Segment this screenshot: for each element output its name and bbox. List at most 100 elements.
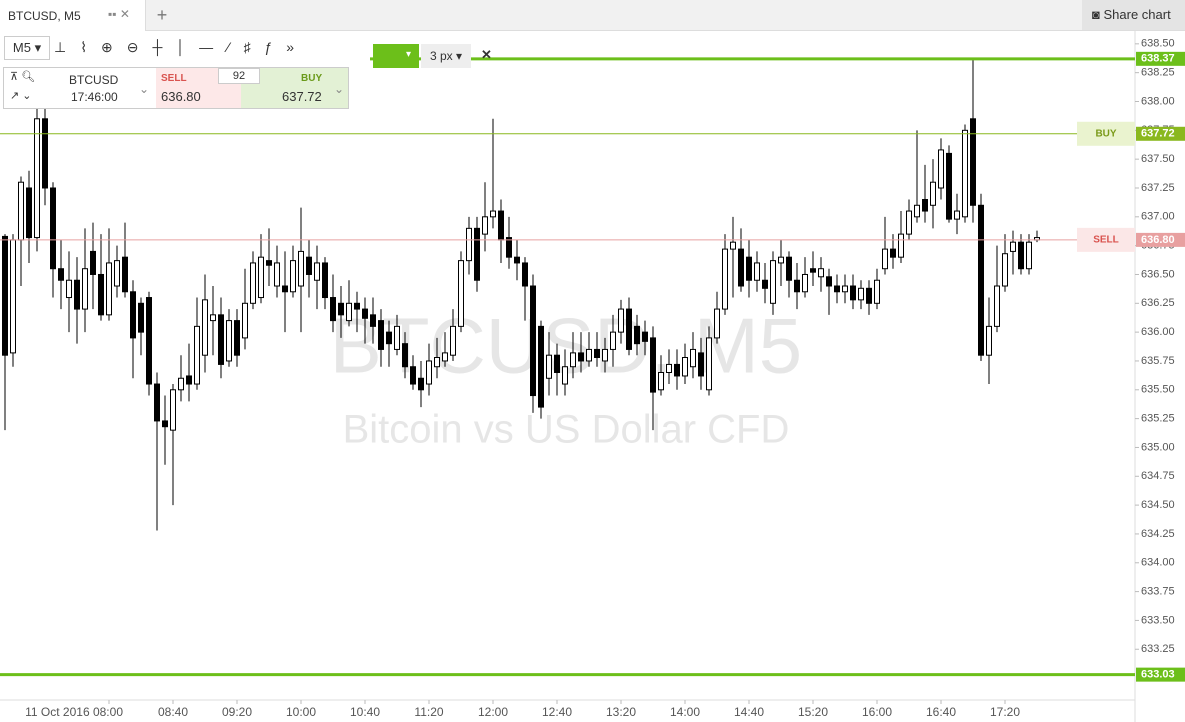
- candle-body: [82, 268, 88, 310]
- candle-body: [114, 260, 120, 287]
- candle-body: [202, 299, 208, 356]
- candle-body: [426, 360, 432, 385]
- candle-body: [402, 343, 408, 368]
- x-tick-label: 08:40: [158, 705, 188, 719]
- candle-body: [930, 181, 936, 206]
- camera-icon: ◙: [1092, 7, 1100, 22]
- candle-body: [18, 181, 24, 241]
- x-tick-label: 11 Oct 2016 08:00: [25, 705, 123, 719]
- candle-body: [58, 268, 64, 281]
- tool-icons[interactable]: ⊥⌇⊕⊖┼│—⁄♯ƒ»: [54, 39, 309, 55]
- candle-body: [410, 366, 416, 385]
- y-tick-label: 634.25: [1141, 528, 1175, 540]
- candle-body: [154, 383, 160, 422]
- candle-body: [274, 262, 280, 287]
- y-tick-label: 633.25: [1141, 643, 1175, 655]
- tab-icons[interactable]: ▪▪ ✕: [108, 7, 130, 21]
- tab[interactable]: BTCUSD, M5 ▪▪ ✕: [0, 0, 146, 31]
- candle-body: [74, 279, 80, 310]
- candle-body: [746, 256, 752, 281]
- y-tick-label: 636.00: [1141, 326, 1175, 338]
- y-tick-label: 633.50: [1141, 614, 1175, 626]
- candle-body: [442, 352, 448, 362]
- level-label-bg: [1136, 51, 1185, 66]
- candle-body: [354, 302, 360, 310]
- level-tag: BUY: [1095, 128, 1116, 139]
- candle-body: [522, 262, 528, 287]
- ticket-icons[interactable]: ⊼ 🔍︎: [10, 71, 36, 83]
- candle-body: [258, 256, 264, 299]
- y-tick-label: 635.50: [1141, 384, 1175, 396]
- width-button[interactable]: 3 px ▾: [421, 44, 471, 68]
- candle-body: [10, 239, 16, 354]
- candle-body: [762, 279, 768, 289]
- y-tick-label: 638.00: [1141, 95, 1175, 107]
- candle-body: [970, 118, 976, 206]
- candle-body: [234, 320, 240, 356]
- candle-body: [418, 377, 424, 391]
- candle-body: [362, 308, 368, 319]
- tab-bar: [0, 0, 1185, 31]
- y-tick-label: 635.00: [1141, 441, 1175, 453]
- candle-body: [98, 273, 104, 316]
- x-tick-label: 10:00: [286, 705, 316, 719]
- ticket-arrow[interactable]: ⌄: [139, 82, 150, 96]
- candle-body: [850, 285, 856, 301]
- candle-body: [954, 210, 960, 220]
- timeframe-button[interactable]: M5 ▾: [4, 36, 50, 60]
- candle-body: [250, 262, 256, 304]
- candle-body: [338, 302, 344, 316]
- candle-body: [642, 331, 648, 342]
- candle-body: [1002, 253, 1008, 287]
- candle-body: [306, 256, 312, 275]
- candle-body: [794, 279, 800, 293]
- candle-body: [818, 268, 824, 278]
- x-tick-label: 11:20: [414, 705, 443, 719]
- candle-body: [330, 297, 336, 322]
- candle-body: [530, 285, 536, 397]
- level-tag-bg: [1077, 227, 1135, 252]
- y-tick-label: 636.50: [1141, 268, 1175, 280]
- candle-body: [602, 348, 608, 362]
- candle-body: [194, 325, 200, 385]
- buy-price: 637.72: [282, 89, 322, 104]
- candle-body: [314, 262, 320, 281]
- candle-body: [722, 248, 728, 310]
- candle-body: [754, 262, 760, 281]
- color-button[interactable]: ▾: [373, 44, 419, 68]
- candle-body: [146, 297, 152, 385]
- ticket-icons-2[interactable]: ↗ ⌄: [10, 90, 32, 102]
- candle-body: [658, 371, 664, 391]
- ticket-time: 17:46:00: [71, 90, 118, 104]
- line-width: 3 px: [429, 49, 453, 63]
- candle-body: [626, 308, 632, 350]
- share-button[interactable]: ◙ Share chart: [1082, 0, 1185, 30]
- new-tab[interactable]: +: [156, 5, 168, 25]
- candle-body: [562, 366, 568, 385]
- x-tick-label: 13:20: [606, 705, 636, 719]
- candle-body: [546, 354, 552, 379]
- buy-arrow[interactable]: ⌄: [334, 82, 345, 96]
- y-tick-label: 633.75: [1141, 586, 1175, 598]
- candle-body: [1026, 241, 1032, 270]
- candle-body: [898, 233, 904, 258]
- candle-body: [538, 325, 544, 408]
- candle-body: [490, 210, 496, 218]
- ticket-symbol: BTCUSD: [69, 73, 119, 87]
- x-tick-label: 09:20: [222, 705, 252, 719]
- candle-body: [874, 279, 880, 304]
- candle-body: [378, 320, 384, 350]
- y-tick-label: 638.25: [1141, 67, 1175, 79]
- spread: 92: [218, 68, 260, 84]
- candle-body: [298, 250, 304, 287]
- candle-body: [290, 260, 296, 293]
- trade-ticket: ⊼ 🔍︎ ↗ ⌄ BTCUSD 17:46:00 ⌄ SELL 636.80 B…: [3, 67, 349, 109]
- candle-body: [90, 250, 96, 275]
- level-label: 636.80: [1141, 234, 1175, 246]
- y-tick-label: 634.00: [1141, 557, 1175, 569]
- close-icon[interactable]: ✕: [481, 47, 492, 62]
- candle-body: [578, 352, 584, 362]
- y-tick-label: 637.50: [1141, 153, 1175, 165]
- candle-body: [26, 187, 32, 239]
